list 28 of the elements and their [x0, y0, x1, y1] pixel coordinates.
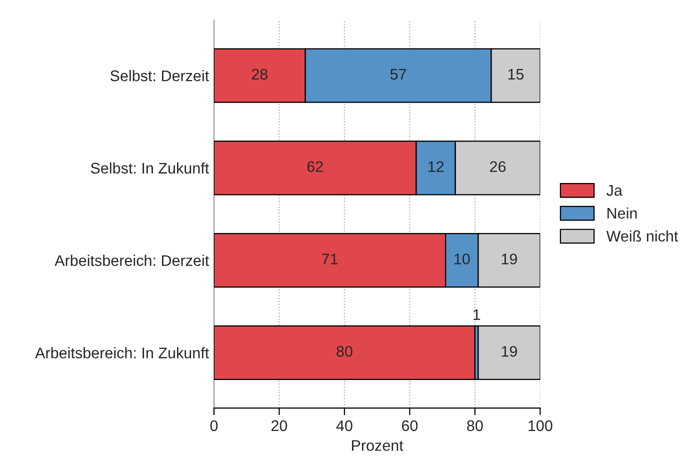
- data-label: 1: [473, 309, 480, 320]
- x-axis-title: Prozent: [352, 440, 404, 451]
- data-label: 19: [502, 254, 517, 264]
- y-tick-label: Selbst: In Zukunft: [90, 162, 210, 174]
- data-label: 57: [390, 68, 406, 80]
- legend-label: Weiß nicht: [606, 230, 678, 242]
- data-label: 80: [336, 346, 352, 357]
- data-label: 71: [322, 254, 338, 264]
- y-tick-label: Arbeitsbereich: In Zukunft: [35, 347, 210, 358]
- x-tick-label: 40: [336, 420, 352, 432]
- data-label: 28: [252, 68, 268, 80]
- x-tick-label: 80: [467, 420, 483, 432]
- data-label: 15: [508, 68, 524, 80]
- legend-label: Nein: [608, 207, 637, 219]
- x-tick-label: 0: [210, 420, 218, 432]
- x-tick-label: 100: [528, 420, 552, 432]
- x-tick-label: 20: [271, 420, 288, 432]
- y-tick-label: Arbeitsbereich: Derzeit: [54, 254, 210, 266]
- data-label: 19: [502, 346, 517, 357]
- data-label: 62: [307, 161, 323, 172]
- bar: [478, 325, 540, 380]
- data-label: 12: [428, 161, 444, 172]
- data-label: 26: [490, 161, 506, 172]
- bar: [214, 325, 476, 380]
- x-tick-label: 60: [402, 420, 418, 432]
- y-tick-label: Selbst: Derzeit: [110, 70, 210, 82]
- data-label: 10: [454, 254, 470, 264]
- legend-label: Ja: [606, 185, 622, 196]
